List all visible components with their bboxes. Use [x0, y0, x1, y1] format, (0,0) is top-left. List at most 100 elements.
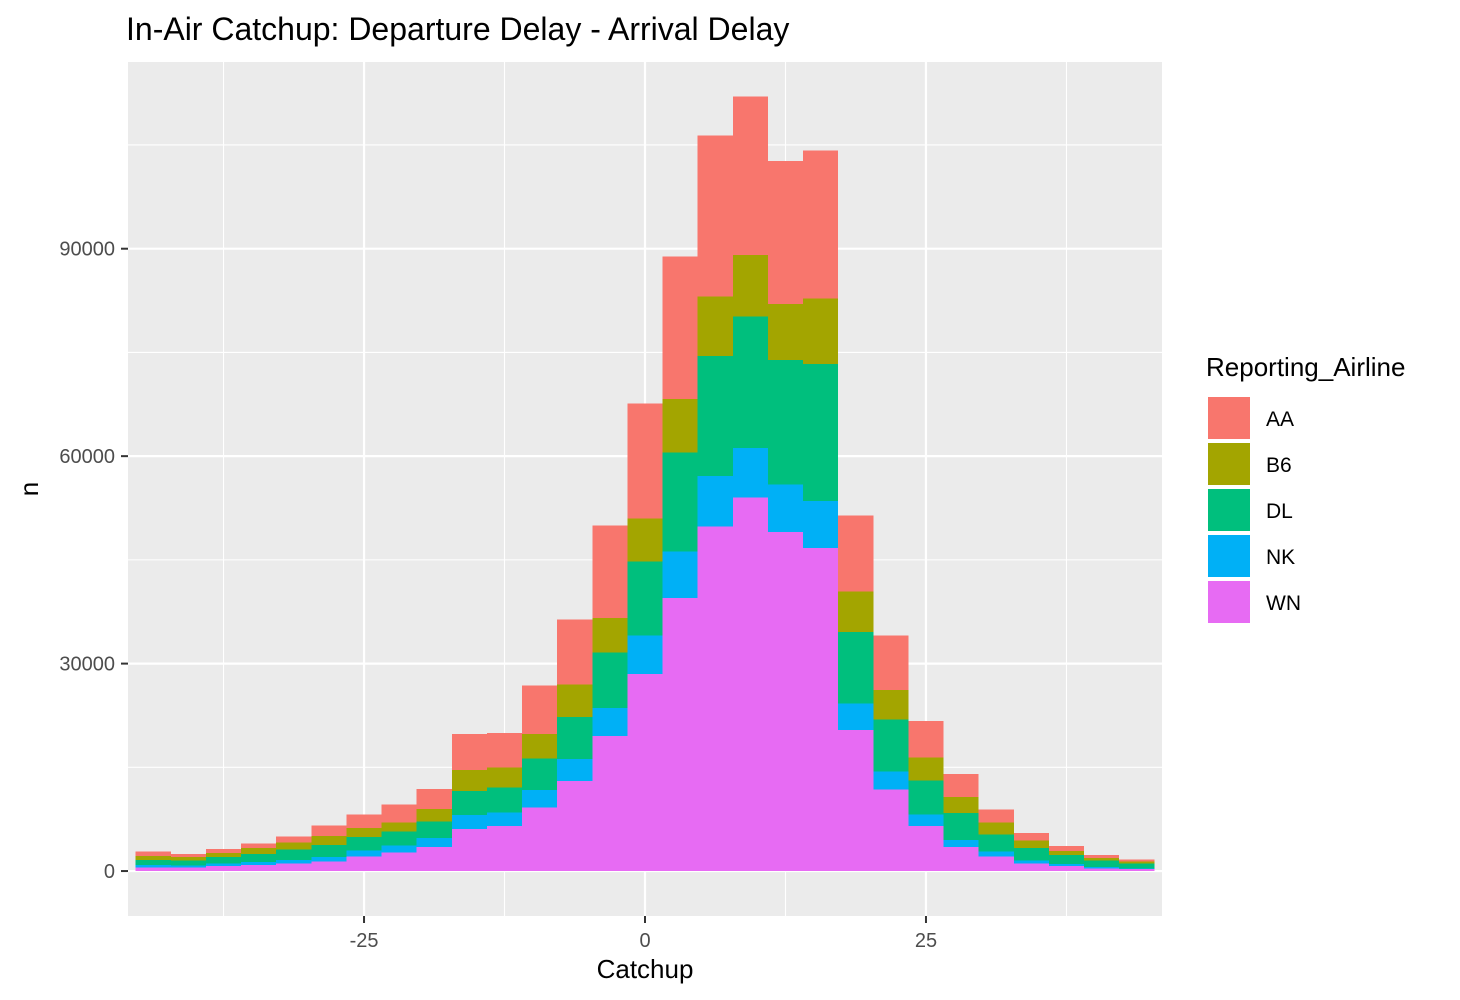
- bar-segment-nk: [943, 839, 979, 847]
- bar-segment-aa: [592, 525, 628, 618]
- chart-title: In-Air Catchup: Departure Delay - Arriva…: [126, 11, 789, 47]
- bar-segment-wn: [873, 789, 909, 872]
- y-axis-title: n: [14, 482, 44, 496]
- bar-segment-nk: [276, 859, 312, 864]
- bar-segment-nk: [627, 635, 663, 674]
- bar-segment-wn: [767, 532, 804, 872]
- bar-segment-nk: [416, 837, 452, 847]
- bar-segment-b6: [135, 855, 171, 860]
- bar-segment-wn: [205, 866, 242, 872]
- bar-segment-wn: [451, 828, 487, 872]
- bar-segment-nk: [732, 447, 768, 498]
- bar-segment-dl: [697, 355, 733, 477]
- bar-segment-aa: [943, 774, 979, 798]
- bar-segment-b6: [346, 828, 382, 838]
- bar-segment-wn: [803, 548, 839, 872]
- bar-segment-aa: [838, 515, 874, 592]
- bar-segment-nk: [135, 864, 171, 868]
- x-tick-label: 25: [915, 930, 937, 952]
- bar-segment-nk: [346, 850, 382, 857]
- bar-segment-b6: [486, 767, 523, 788]
- bar-segment-b6: [1119, 861, 1155, 864]
- legend-label-b6: B6: [1266, 454, 1292, 477]
- bar-segment-b6: [1013, 840, 1049, 849]
- bar-segment-dl: [767, 360, 804, 485]
- bar-segment-nk: [1084, 866, 1120, 869]
- bar-segment-aa: [662, 256, 698, 399]
- bar-segment-wn: [311, 861, 347, 872]
- bar-segment-aa: [767, 160, 804, 305]
- bar-segment-b6: [241, 848, 277, 854]
- bar-segment-b6: [978, 822, 1014, 835]
- bar-segment-dl: [346, 837, 382, 851]
- bar-segment-dl: [381, 831, 417, 846]
- bar-segment-aa: [276, 836, 312, 843]
- bar-segment-aa: [978, 809, 1014, 823]
- legend-label-nk: NK: [1266, 546, 1295, 569]
- bar-segment-dl: [522, 758, 558, 791]
- bar-segment-aa: [486, 732, 523, 768]
- bar-segment-nk: [1013, 860, 1049, 864]
- bar-segment-aa: [135, 851, 171, 856]
- legend-label-wn: WN: [1266, 592, 1301, 615]
- bar-segment-wn: [662, 597, 698, 872]
- bar-segment-nk: [1119, 868, 1155, 869]
- bar-segment-dl: [205, 857, 242, 864]
- bar-segment-b6: [943, 797, 979, 813]
- legend-key-aa: [1208, 397, 1250, 439]
- bar-segment-dl: [627, 561, 663, 636]
- bar-segment-b6: [522, 734, 558, 759]
- bar-segment-aa: [170, 853, 206, 858]
- bar-segment-nk: [241, 862, 277, 865]
- bar-segment-b6: [311, 835, 347, 845]
- bar-segment-b6: [381, 822, 417, 832]
- bar-segment-nk: [662, 551, 698, 598]
- legend-key-b6: [1208, 443, 1250, 485]
- bar-segment-dl: [943, 812, 979, 840]
- y-tick-label: 30000: [59, 654, 115, 676]
- bar-segment-nk: [838, 703, 874, 730]
- bar-segment-wn: [978, 856, 1014, 872]
- bar-segment-aa: [205, 848, 242, 854]
- bar-segment-aa: [522, 685, 558, 735]
- bar-segment-dl: [873, 719, 909, 772]
- bar-segment-b6: [1084, 857, 1120, 861]
- bar-segment-dl: [486, 787, 523, 813]
- bar-segment-dl: [838, 631, 874, 704]
- legend-key-dl: [1208, 489, 1250, 531]
- bar-segment-aa: [697, 135, 733, 297]
- bar-segment-nk: [311, 857, 347, 862]
- bar-segment-wn: [1119, 868, 1155, 872]
- bar-segment-b6: [276, 842, 312, 850]
- legend: Reporting_Airline AA B6 DL NK WN: [1206, 352, 1405, 623]
- bar-segment-aa: [1048, 846, 1085, 851]
- bar-segment-wn: [381, 852, 417, 872]
- bar-segment-nk: [908, 814, 944, 827]
- bar-segment-dl: [1048, 855, 1085, 865]
- x-axis-title: Catchup: [597, 954, 694, 984]
- bar-segment-wn: [943, 846, 979, 872]
- bar-segment-dl: [451, 790, 487, 816]
- bar-segment-aa: [1084, 855, 1120, 858]
- bar-segment-wn: [241, 864, 277, 872]
- bar-segment-aa: [346, 814, 382, 829]
- bar-segment-wn: [838, 729, 874, 872]
- bar-segment-wn: [908, 826, 944, 872]
- bar-segment-aa: [416, 788, 452, 809]
- bar-segment-b6: [838, 591, 874, 632]
- bar-segment-aa: [241, 843, 277, 849]
- bar-segment-nk: [451, 815, 487, 829]
- bar-segment-aa: [311, 825, 347, 836]
- bar-segment-wn: [486, 826, 523, 872]
- legend-label-aa: AA: [1266, 408, 1294, 431]
- bar-segment-nk: [978, 851, 1014, 857]
- bar-segment-nk: [592, 707, 628, 737]
- bar-segment-wn: [1048, 866, 1085, 872]
- bar-segment-b6: [767, 304, 804, 361]
- bar-segment-nk: [381, 845, 417, 853]
- bar-segment-b6: [205, 853, 242, 858]
- y-tick-label: 90000: [59, 239, 115, 261]
- bar-segment-b6: [732, 254, 768, 317]
- bar-segment-b6: [557, 684, 593, 717]
- bar-segment-dl: [978, 834, 1014, 852]
